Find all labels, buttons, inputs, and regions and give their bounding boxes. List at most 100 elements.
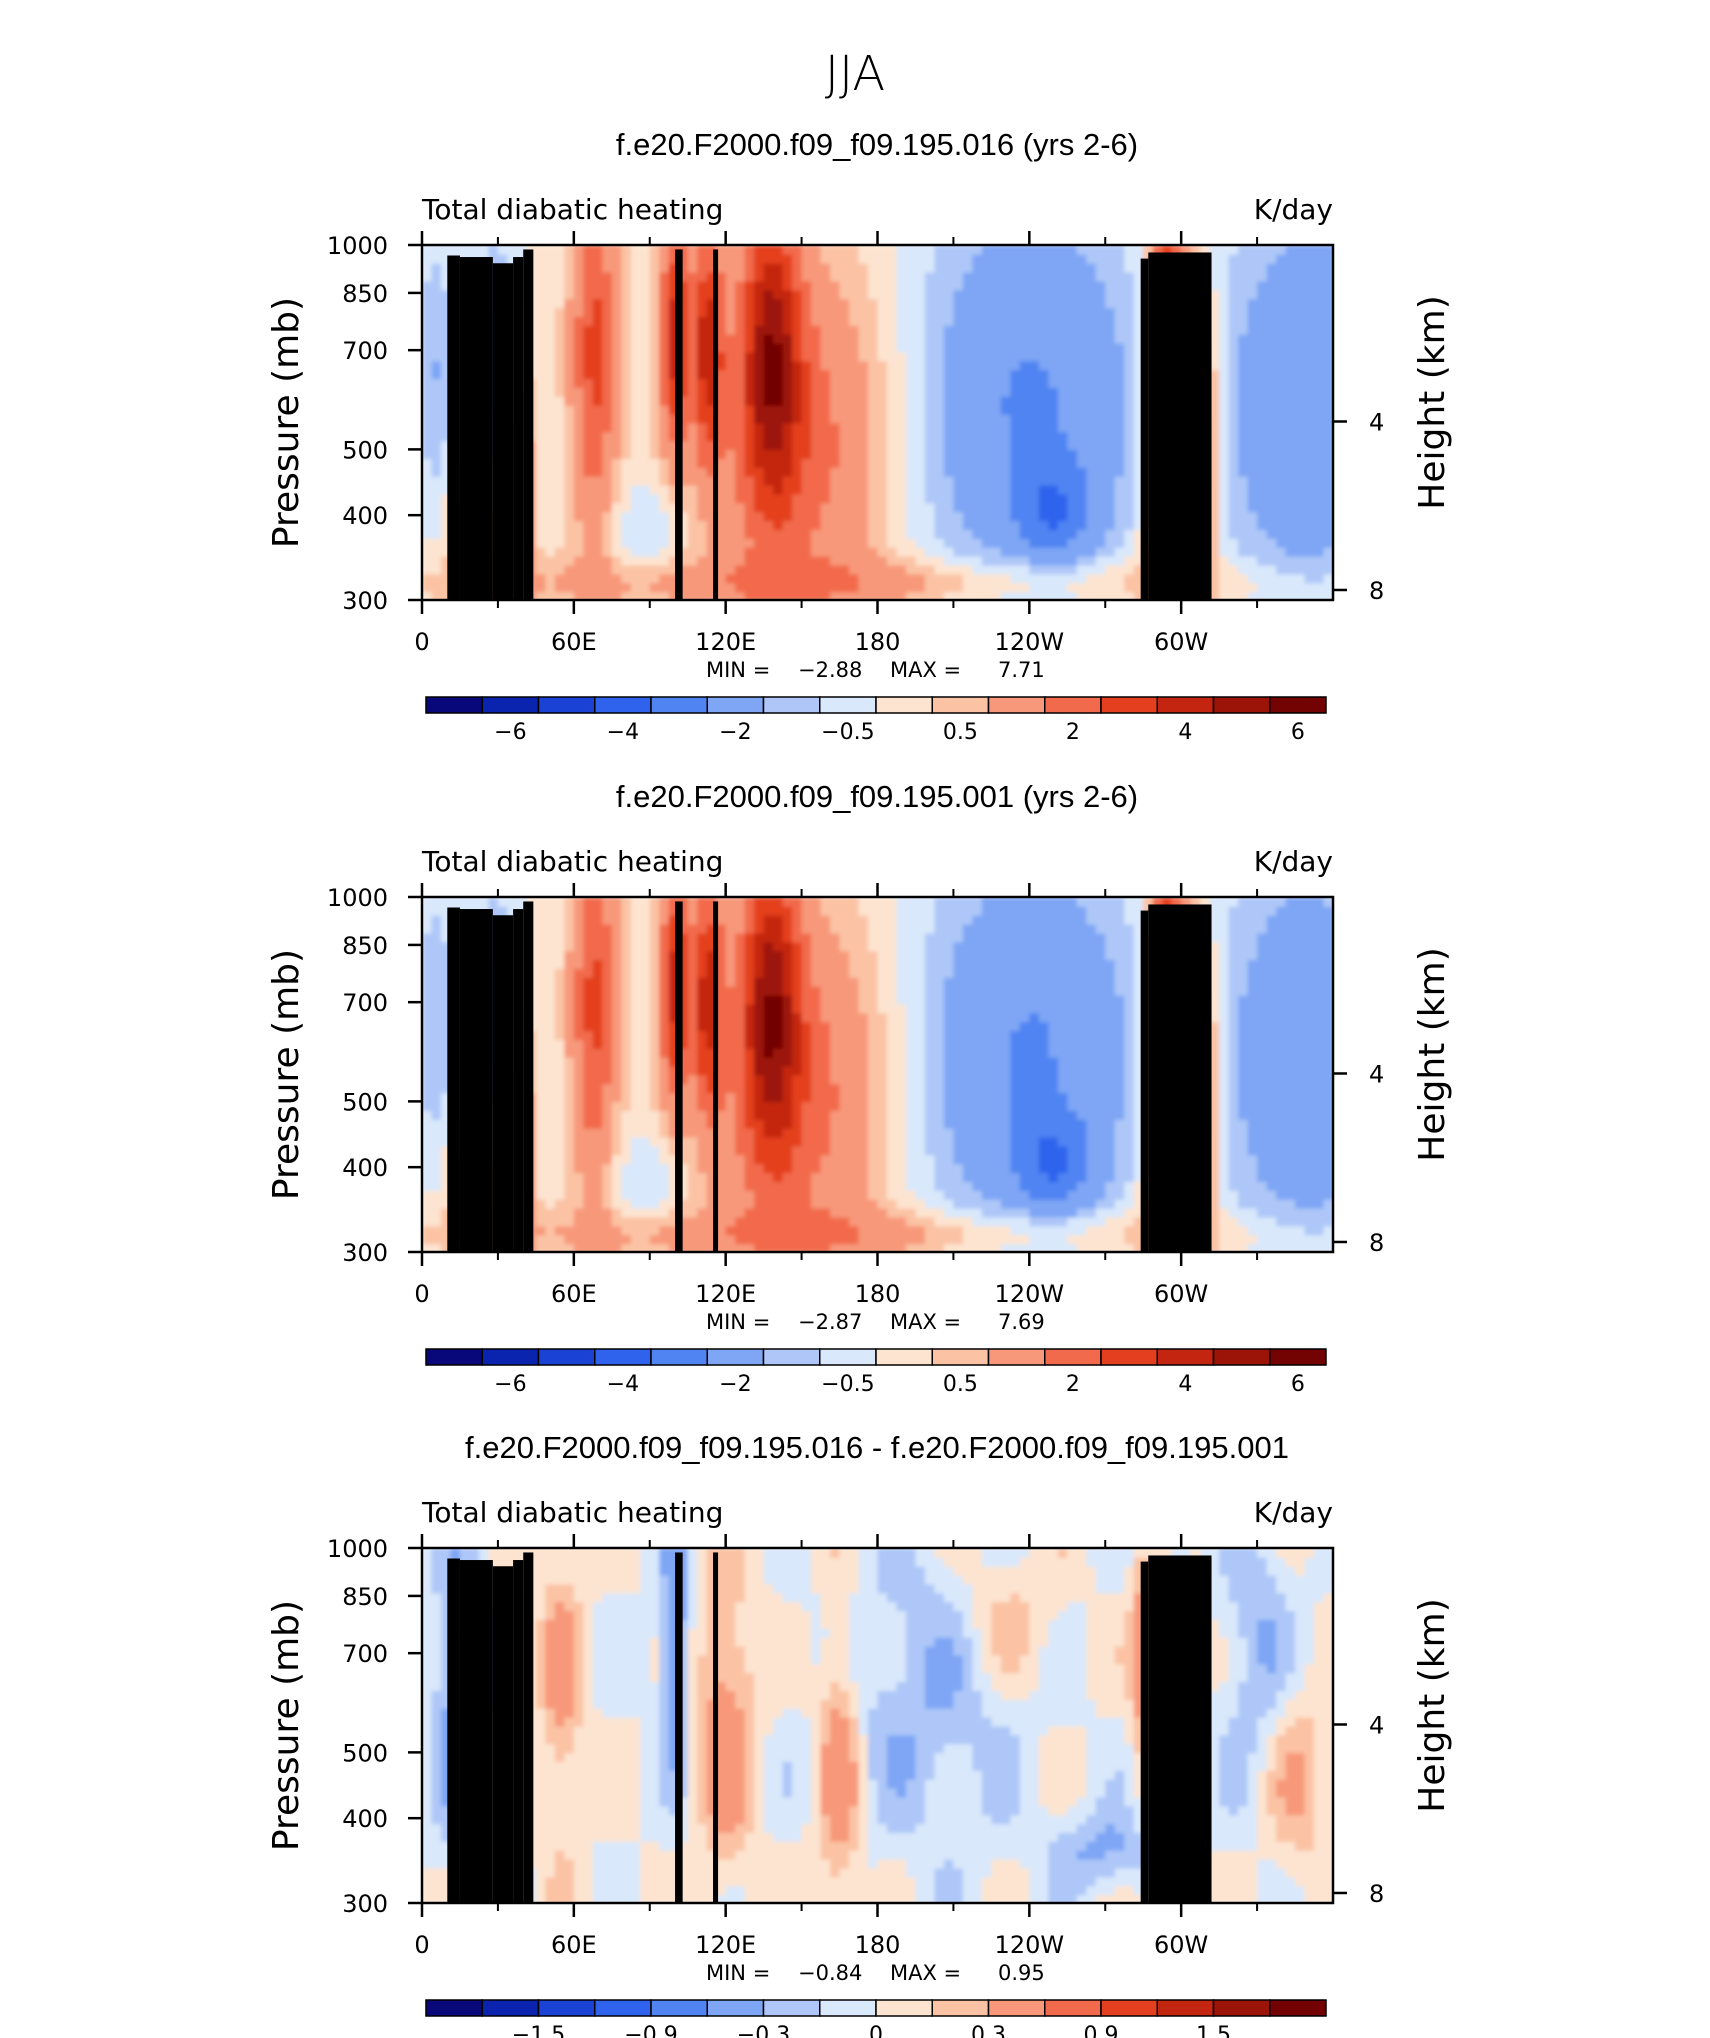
heatmap-cell — [1238, 502, 1249, 513]
heatmap-cell — [573, 502, 585, 513]
heatmap-cell — [706, 387, 718, 397]
heatmap-cell — [896, 573, 907, 584]
heatmap-cell — [1266, 333, 1278, 344]
heatmap-cell — [697, 351, 708, 362]
heatmap-cell — [659, 1021, 670, 1032]
heatmap-cell — [668, 440, 680, 451]
heatmap-cell — [1019, 298, 1031, 309]
heatmap-cell — [621, 342, 632, 353]
heatmap-cell — [915, 422, 926, 433]
heatmap-cell — [886, 333, 898, 344]
heatmap-cell — [981, 591, 993, 601]
heatmap-cell — [858, 529, 870, 539]
heatmap-cell — [535, 324, 547, 335]
heatmap-cell — [668, 395, 680, 406]
max-value: 7.71 — [998, 658, 1045, 682]
heatmap-cell — [1266, 502, 1278, 513]
heatmap-cell — [535, 905, 547, 916]
heatmap-cell — [659, 1083, 670, 1094]
heatmap-cell — [953, 431, 964, 442]
heatmap-cell — [1285, 484, 1297, 495]
heatmap-cell — [1105, 369, 1116, 380]
heatmap-cell — [422, 1234, 433, 1245]
heatmap-cell — [943, 387, 955, 397]
heatmap-cell — [1209, 546, 1221, 557]
heatmap-cell — [1304, 422, 1316, 433]
heatmap-cell — [602, 1047, 613, 1058]
heatmap-cell — [431, 529, 442, 539]
heatmap-cell — [782, 369, 794, 380]
heatmap-cell — [1114, 342, 1126, 353]
heatmap-cell — [839, 360, 851, 371]
heatmap-cell — [1209, 271, 1221, 282]
heatmap-cell — [1019, 324, 1031, 335]
heatmap-cell — [592, 1083, 604, 1094]
heatmap-cell — [422, 1083, 433, 1094]
heatmap-cell — [1048, 520, 1059, 530]
heatmap-cell — [649, 387, 661, 397]
heatmap-cell — [1304, 324, 1316, 335]
heatmap-cell — [943, 449, 955, 459]
heatmap-cell — [678, 431, 689, 442]
heatmap-cell — [1133, 280, 1145, 291]
heatmap-cell — [1133, 475, 1145, 486]
heatmap-cell — [649, 280, 661, 291]
heatmap-cell — [1257, 395, 1268, 406]
heatmap-cell — [1295, 378, 1306, 388]
heatmap-cell — [431, 1074, 442, 1085]
heatmap-cell — [554, 1189, 566, 1200]
heatmap-cell — [630, 307, 642, 317]
heatmap-cell — [924, 342, 936, 353]
heatmap-cell — [573, 1127, 585, 1138]
heatmap-cell — [554, 976, 566, 987]
heatmap-cell — [1247, 458, 1259, 468]
heatmap-cell — [849, 475, 860, 486]
heatmap-cell — [1314, 298, 1325, 309]
heatmap-cell — [630, 520, 642, 530]
heatmap-cell — [1076, 360, 1088, 371]
heatmap-cell — [1019, 316, 1031, 326]
heatmap-cell — [1247, 564, 1259, 575]
heatmap-cell — [1257, 537, 1268, 548]
heatmap-cell — [535, 1065, 547, 1076]
heatmap-cell — [545, 1243, 556, 1253]
heatmap-cell — [668, 520, 680, 530]
heatmap-cell — [716, 529, 727, 539]
heatmap-cell — [649, 351, 661, 362]
heatmap-cell — [905, 324, 917, 335]
heatmap-cell — [886, 342, 898, 353]
heatmap-cell — [886, 431, 898, 442]
heatmap-cell — [886, 564, 898, 575]
heatmap-cell — [1067, 387, 1078, 397]
heatmap-cell — [1266, 253, 1278, 264]
heatmap-cell — [716, 520, 727, 530]
heatmap-cell — [668, 360, 680, 371]
heatmap-cell — [782, 529, 794, 539]
heatmap-cell — [1266, 271, 1278, 282]
heatmap-cell — [943, 484, 955, 495]
heatmap-cell — [830, 280, 841, 291]
heatmap-cell — [1067, 324, 1078, 335]
heatmap-cell — [649, 591, 661, 601]
heatmap-cell — [422, 271, 433, 282]
heatmap-cell — [716, 582, 727, 593]
heatmap-cell — [592, 1030, 604, 1040]
heatmap-cell — [1067, 484, 1078, 495]
heatmap-cell — [630, 280, 642, 291]
heatmap-cell — [1219, 493, 1230, 504]
heatmap-cell — [697, 307, 708, 317]
figure-title: JJA — [825, 46, 885, 102]
heatmap-cell — [602, 905, 613, 916]
heatmap-cell — [1038, 484, 1050, 495]
heatmap-cell — [962, 573, 974, 584]
heatmap-cell — [1219, 537, 1230, 548]
heatmap-cell — [554, 591, 566, 601]
heatmap-cell — [1295, 316, 1306, 326]
heatmap-cell — [773, 440, 784, 451]
heatmap-cell — [640, 1127, 651, 1138]
heatmap-cell — [422, 573, 433, 584]
heatmap-cell — [763, 253, 775, 264]
heatmap-cell — [716, 316, 727, 326]
heatmap-cell — [678, 529, 689, 539]
heatmap-cell — [1000, 245, 1012, 255]
